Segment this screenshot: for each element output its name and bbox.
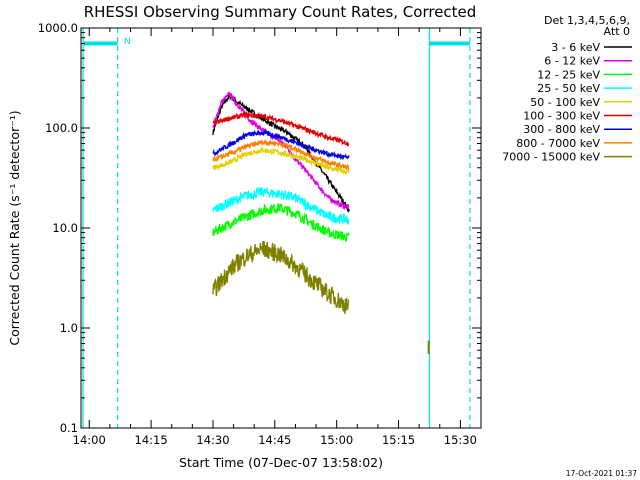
x-tick-label: 14:00 <box>73 433 106 447</box>
marker-bar <box>429 41 470 46</box>
legend-label: 300 - 800 keV <box>523 123 600 136</box>
y-axis-label: Corrected Count Rate (s⁻¹ detector⁻¹) <box>7 110 22 345</box>
series-line <box>212 145 350 176</box>
x-axis-label: Start Time (07-Dec-07 13:58:02) <box>179 455 383 470</box>
x-tick-label: 15:00 <box>320 433 353 447</box>
legend-label: 7000 - 15000 keV <box>502 151 600 164</box>
legend-header-line: Det 1,3,4,5,6,9, <box>544 14 630 27</box>
x-tick-label: 15:15 <box>382 433 415 447</box>
y-tick-label: 0.1 <box>60 421 78 435</box>
legend-label: 800 - 7000 keV <box>516 137 600 150</box>
x-tick-label: 14:15 <box>135 433 168 447</box>
x-tick-label: 15:30 <box>444 433 477 447</box>
series-line <box>212 186 350 225</box>
x-tick-label: 14:45 <box>258 433 291 447</box>
legend-label: 25 - 50 keV <box>537 82 600 95</box>
series-line <box>212 138 350 170</box>
y-tick-label: 100.0 <box>45 121 78 135</box>
marker-flag-label: N <box>124 37 131 47</box>
y-tick-label: 10.0 <box>52 221 78 235</box>
legend-header-line: Att 0 <box>604 25 630 38</box>
legend-label: 50 - 100 keV <box>530 96 600 109</box>
legend-label: 6 - 12 keV <box>544 55 600 68</box>
legend-label: 100 - 300 keV <box>523 110 600 123</box>
series-line <box>212 202 350 242</box>
series-line <box>212 240 350 314</box>
marker-bar <box>83 41 118 46</box>
plot-frame <box>80 27 482 429</box>
series-line <box>212 128 350 161</box>
series-line <box>212 91 350 211</box>
y-tick-label: 1000.0 <box>38 21 78 35</box>
timestamp: 17-Oct-2021 01:37 <box>566 469 637 478</box>
legend-label: 12 - 25 keV <box>537 68 600 81</box>
x-tick-label: 14:30 <box>196 433 229 447</box>
chart-title: RHESSI Observing Summary Count Rates, Co… <box>84 3 477 21</box>
series-line <box>212 110 350 147</box>
legend-label: 3 - 6 keV <box>551 41 600 54</box>
y-tick-label: 1.0 <box>60 321 78 335</box>
